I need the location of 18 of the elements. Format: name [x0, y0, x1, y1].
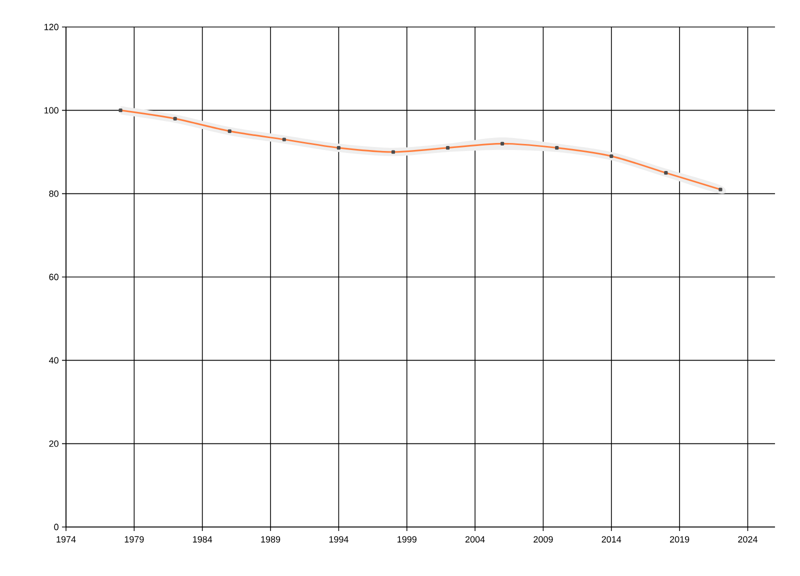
x-tick-label: 2009 [534, 536, 553, 543]
y-tick-label: 60 [49, 274, 58, 280]
y-tick-label: 80 [49, 190, 58, 197]
x-tick-label: 1994 [329, 536, 348, 543]
x-tick-label: 1979 [124, 536, 144, 543]
y-tick-label: 20 [49, 440, 58, 447]
y-tick-label: 100 [44, 107, 58, 114]
y-tick-label: 0 [54, 524, 58, 530]
y-tick-label: 120 [44, 24, 58, 30]
x-tick-label: 2019 [670, 536, 690, 543]
x-tick-label: 1989 [261, 536, 280, 543]
x-tick-label: 1984 [193, 536, 212, 543]
y-tick-label: 40 [49, 357, 58, 364]
x-tick-label: 2014 [602, 536, 622, 543]
x-tick-label: 2024 [738, 536, 758, 543]
x-tick-label: 2004 [465, 536, 485, 543]
x-tick-label: 1999 [398, 536, 416, 543]
x-tick-label: 1974 [56, 536, 76, 543]
